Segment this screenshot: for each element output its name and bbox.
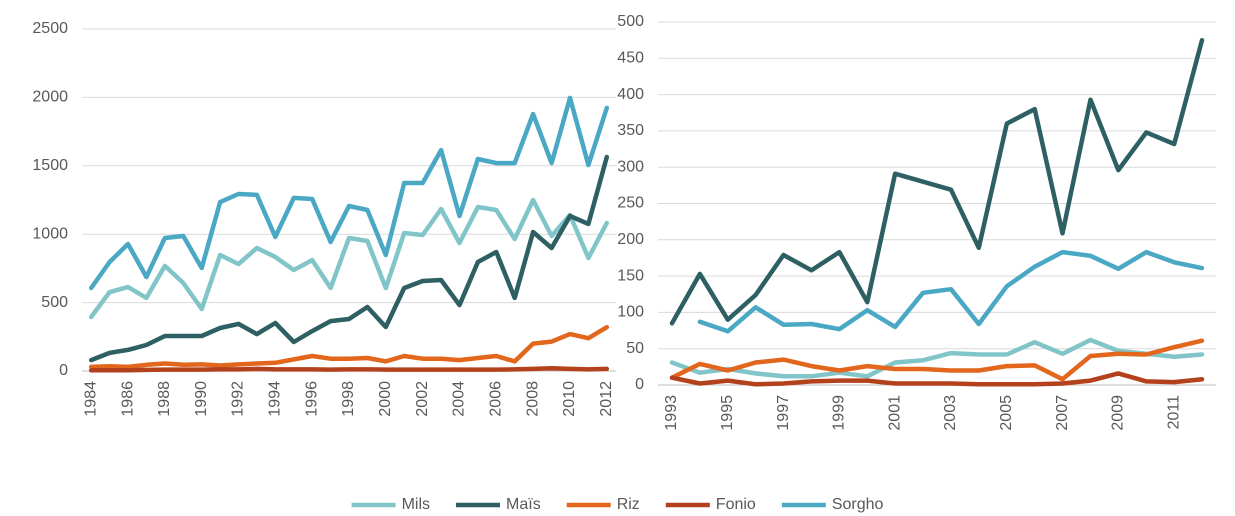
x-tick-label: 2010 xyxy=(561,381,578,417)
series-line xyxy=(88,197,610,320)
x-tick-label: 2002 xyxy=(414,381,431,417)
x-tick-label: 2006 xyxy=(488,381,505,417)
x-tick-label: 2011 xyxy=(1165,395,1182,430)
x-tick-label: 2001 xyxy=(886,395,903,431)
y-tick-label: 300 xyxy=(617,158,644,175)
x-tick-label: 2009 xyxy=(1110,395,1127,431)
x-tick-label: 2000 xyxy=(377,381,394,417)
series-line xyxy=(88,324,610,370)
series-line xyxy=(88,154,610,363)
x-tick-label: 1988 xyxy=(156,381,173,417)
series-line xyxy=(669,371,1205,387)
y-tick-label: 500 xyxy=(617,13,644,30)
x-tick-label: 1993 xyxy=(663,395,680,431)
y-tick-label: 0 xyxy=(635,376,644,393)
x-tick-label: 1990 xyxy=(193,381,210,417)
x-tick-label: 1998 xyxy=(340,381,357,417)
y-tick-label: 0 xyxy=(59,362,68,379)
series-line xyxy=(88,95,610,291)
x-tick-label: 1999 xyxy=(831,395,848,431)
x-tick-label: 2012 xyxy=(598,381,615,417)
series-line xyxy=(697,249,1205,334)
x-tick-label: 1997 xyxy=(775,395,792,431)
y-tick-label: 2500 xyxy=(32,20,68,37)
x-tick-label: 1994 xyxy=(267,381,284,417)
x-tick-label: 1995 xyxy=(719,395,736,431)
x-tick-label: 1996 xyxy=(303,381,320,417)
series-line xyxy=(669,37,1205,326)
legend-label: Mils xyxy=(402,496,430,513)
y-tick-label: 150 xyxy=(617,267,644,284)
x-tick-label: 2003 xyxy=(942,395,959,431)
y-tick-label: 500 xyxy=(41,294,68,311)
y-tick-label: 1500 xyxy=(32,157,68,174)
y-tick-label: 2000 xyxy=(32,89,68,106)
x-tick-label: 2004 xyxy=(451,381,468,417)
x-tick-label: 2005 xyxy=(998,395,1015,431)
x-tick-label: 2008 xyxy=(524,381,541,417)
y-tick-label: 200 xyxy=(617,231,644,248)
y-tick-label: 350 xyxy=(617,122,644,139)
legend-label: Sorgho xyxy=(832,496,884,513)
x-tick-label: 1992 xyxy=(230,381,247,417)
y-tick-label: 50 xyxy=(626,340,644,357)
series-line xyxy=(669,338,1205,382)
y-tick-label: 250 xyxy=(617,195,644,212)
x-tick-label: 1984 xyxy=(82,381,99,417)
legend-label: Riz xyxy=(617,496,640,513)
y-tick-label: 450 xyxy=(617,50,644,67)
x-tick-label: 1986 xyxy=(119,381,136,417)
y-tick-label: 100 xyxy=(617,304,644,321)
y-tick-label: 400 xyxy=(617,86,644,103)
x-tick-label: 2007 xyxy=(1054,395,1071,431)
series-line xyxy=(669,337,1205,379)
y-tick-label: 1000 xyxy=(32,225,68,242)
series-line xyxy=(88,366,610,373)
legend-label: Fonio xyxy=(716,496,756,513)
legend-label: Maïs xyxy=(506,496,541,513)
